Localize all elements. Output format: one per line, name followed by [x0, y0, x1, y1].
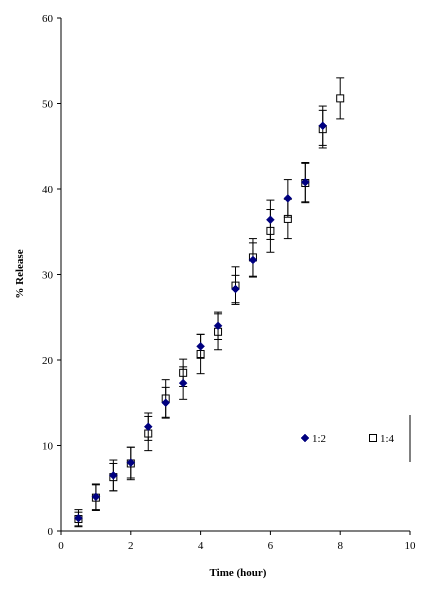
- data-point-diamond: [178, 378, 188, 388]
- x-tick-label: 6: [268, 540, 274, 552]
- data-point-diamond: [143, 422, 153, 432]
- y-tick-label: 50: [42, 99, 54, 111]
- x-tick-label: 8: [337, 540, 343, 552]
- data-point-diamond: [213, 321, 223, 331]
- x-tick-label: 10: [405, 540, 417, 552]
- series-1:4: [74, 77, 345, 527]
- axes: 0 2 4 6 8 10 0 10 20 30 40 50 60: [42, 13, 416, 552]
- data-point-diamond: [300, 433, 310, 443]
- y-tick-label: 30: [42, 270, 54, 282]
- data-point-diamond: [91, 492, 101, 502]
- data-point-diamond: [196, 341, 205, 351]
- data-point-diamond: [108, 471, 118, 480]
- data-point-diamond: [318, 121, 328, 131]
- y-tick-label: 60: [42, 13, 54, 25]
- data-layer: [74, 77, 345, 528]
- x-tick-label: 4: [198, 540, 204, 552]
- y-tick-label: 20: [42, 355, 54, 367]
- x-tick-label: 2: [128, 540, 134, 552]
- legend-label: 1:4: [380, 433, 395, 445]
- y-tick-label: 10: [42, 441, 54, 453]
- y-axis-title: % Release: [14, 249, 26, 298]
- y-tick-label: 40: [42, 184, 54, 196]
- legend: 1:2 1:4: [300, 415, 411, 462]
- legend-label: 1:2: [312, 433, 326, 445]
- data-point-square: [369, 434, 377, 442]
- data-point-diamond: [231, 284, 240, 294]
- y-tick-label: 0: [48, 526, 54, 538]
- x-tick-label: 0: [58, 540, 64, 552]
- data-point-square: [336, 94, 345, 103]
- data-point-diamond: [248, 255, 258, 265]
- data-point-diamond: [300, 177, 310, 187]
- x-axis-title: Time (hour): [210, 567, 267, 579]
- series-1:2: [74, 105, 328, 528]
- data-point-diamond: [161, 398, 171, 408]
- data-point-diamond: [126, 458, 136, 467]
- data-point-diamond: [266, 215, 275, 225]
- data-point-diamond: [74, 513, 83, 523]
- data-point-diamond: [283, 194, 293, 203]
